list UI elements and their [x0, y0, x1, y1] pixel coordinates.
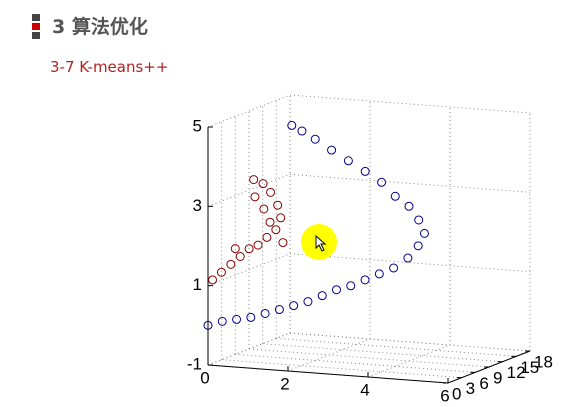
grid-line	[248, 348, 490, 368]
grid-line	[289, 332, 531, 352]
point	[258, 179, 268, 189]
point	[377, 177, 387, 187]
point	[374, 269, 384, 279]
point	[419, 228, 429, 238]
point	[208, 275, 218, 285]
point	[260, 308, 270, 318]
grid-line	[207, 173, 291, 207]
y-tick-label: 15	[520, 358, 539, 377]
grid-line	[207, 253, 291, 287]
y-tick-label: 6	[479, 374, 488, 393]
z-tick-label: -1	[187, 354, 202, 373]
point	[360, 275, 370, 285]
z-tick-label: 5	[193, 116, 202, 135]
point	[289, 301, 299, 311]
subsection-title: 3-7 K-means++	[50, 58, 169, 76]
point	[250, 192, 260, 202]
point	[266, 187, 276, 197]
point	[246, 312, 256, 322]
point	[216, 267, 226, 277]
point	[327, 145, 337, 155]
grid-line	[221, 359, 462, 379]
point	[226, 259, 236, 269]
point	[389, 263, 399, 273]
axis-line	[207, 364, 449, 384]
section-title: 3 算法优化	[52, 16, 148, 38]
point	[404, 201, 414, 211]
point	[262, 232, 272, 242]
x-tick-label: 0	[200, 368, 209, 387]
point	[278, 238, 288, 248]
point	[413, 241, 423, 251]
y-tick-label: 3	[466, 379, 475, 398]
point	[259, 204, 269, 214]
point	[232, 314, 242, 324]
point	[414, 215, 424, 225]
y-tick-label: 12	[507, 363, 526, 382]
point	[390, 191, 400, 201]
cursor	[315, 234, 327, 252]
point	[253, 240, 263, 250]
grid-line	[262, 343, 503, 363]
x-tick-label: 2	[280, 374, 289, 393]
point	[343, 156, 353, 166]
point	[230, 244, 240, 254]
x-tick-label: 6	[440, 386, 449, 405]
point	[244, 244, 254, 254]
point	[303, 297, 313, 307]
y-tick-label: 9	[493, 368, 502, 387]
grid-line	[276, 337, 517, 357]
point	[287, 120, 297, 130]
z-tick-label: 3	[193, 196, 202, 215]
point	[297, 126, 307, 136]
point	[346, 281, 356, 291]
grid-line	[289, 253, 531, 273]
point	[276, 213, 286, 223]
point	[203, 320, 213, 330]
y-tick-label: 0	[452, 384, 461, 403]
point	[310, 134, 320, 144]
point	[249, 175, 259, 185]
x-tick-label: 4	[360, 380, 369, 399]
point	[332, 285, 341, 295]
grid-line	[207, 332, 291, 366]
point	[317, 291, 327, 301]
point	[403, 253, 413, 263]
point	[235, 252, 245, 261]
point	[274, 305, 284, 315]
point	[271, 225, 281, 235]
header-icon	[32, 14, 40, 39]
grid-line	[207, 94, 291, 128]
point	[360, 166, 370, 176]
z-tick-label: 1	[193, 275, 202, 294]
point	[273, 200, 283, 210]
grid-line	[235, 353, 476, 373]
grid-line	[289, 94, 531, 114]
point	[217, 316, 227, 326]
y-tick-label: 18	[534, 352, 553, 371]
grid-line	[289, 173, 531, 193]
point	[265, 217, 275, 227]
